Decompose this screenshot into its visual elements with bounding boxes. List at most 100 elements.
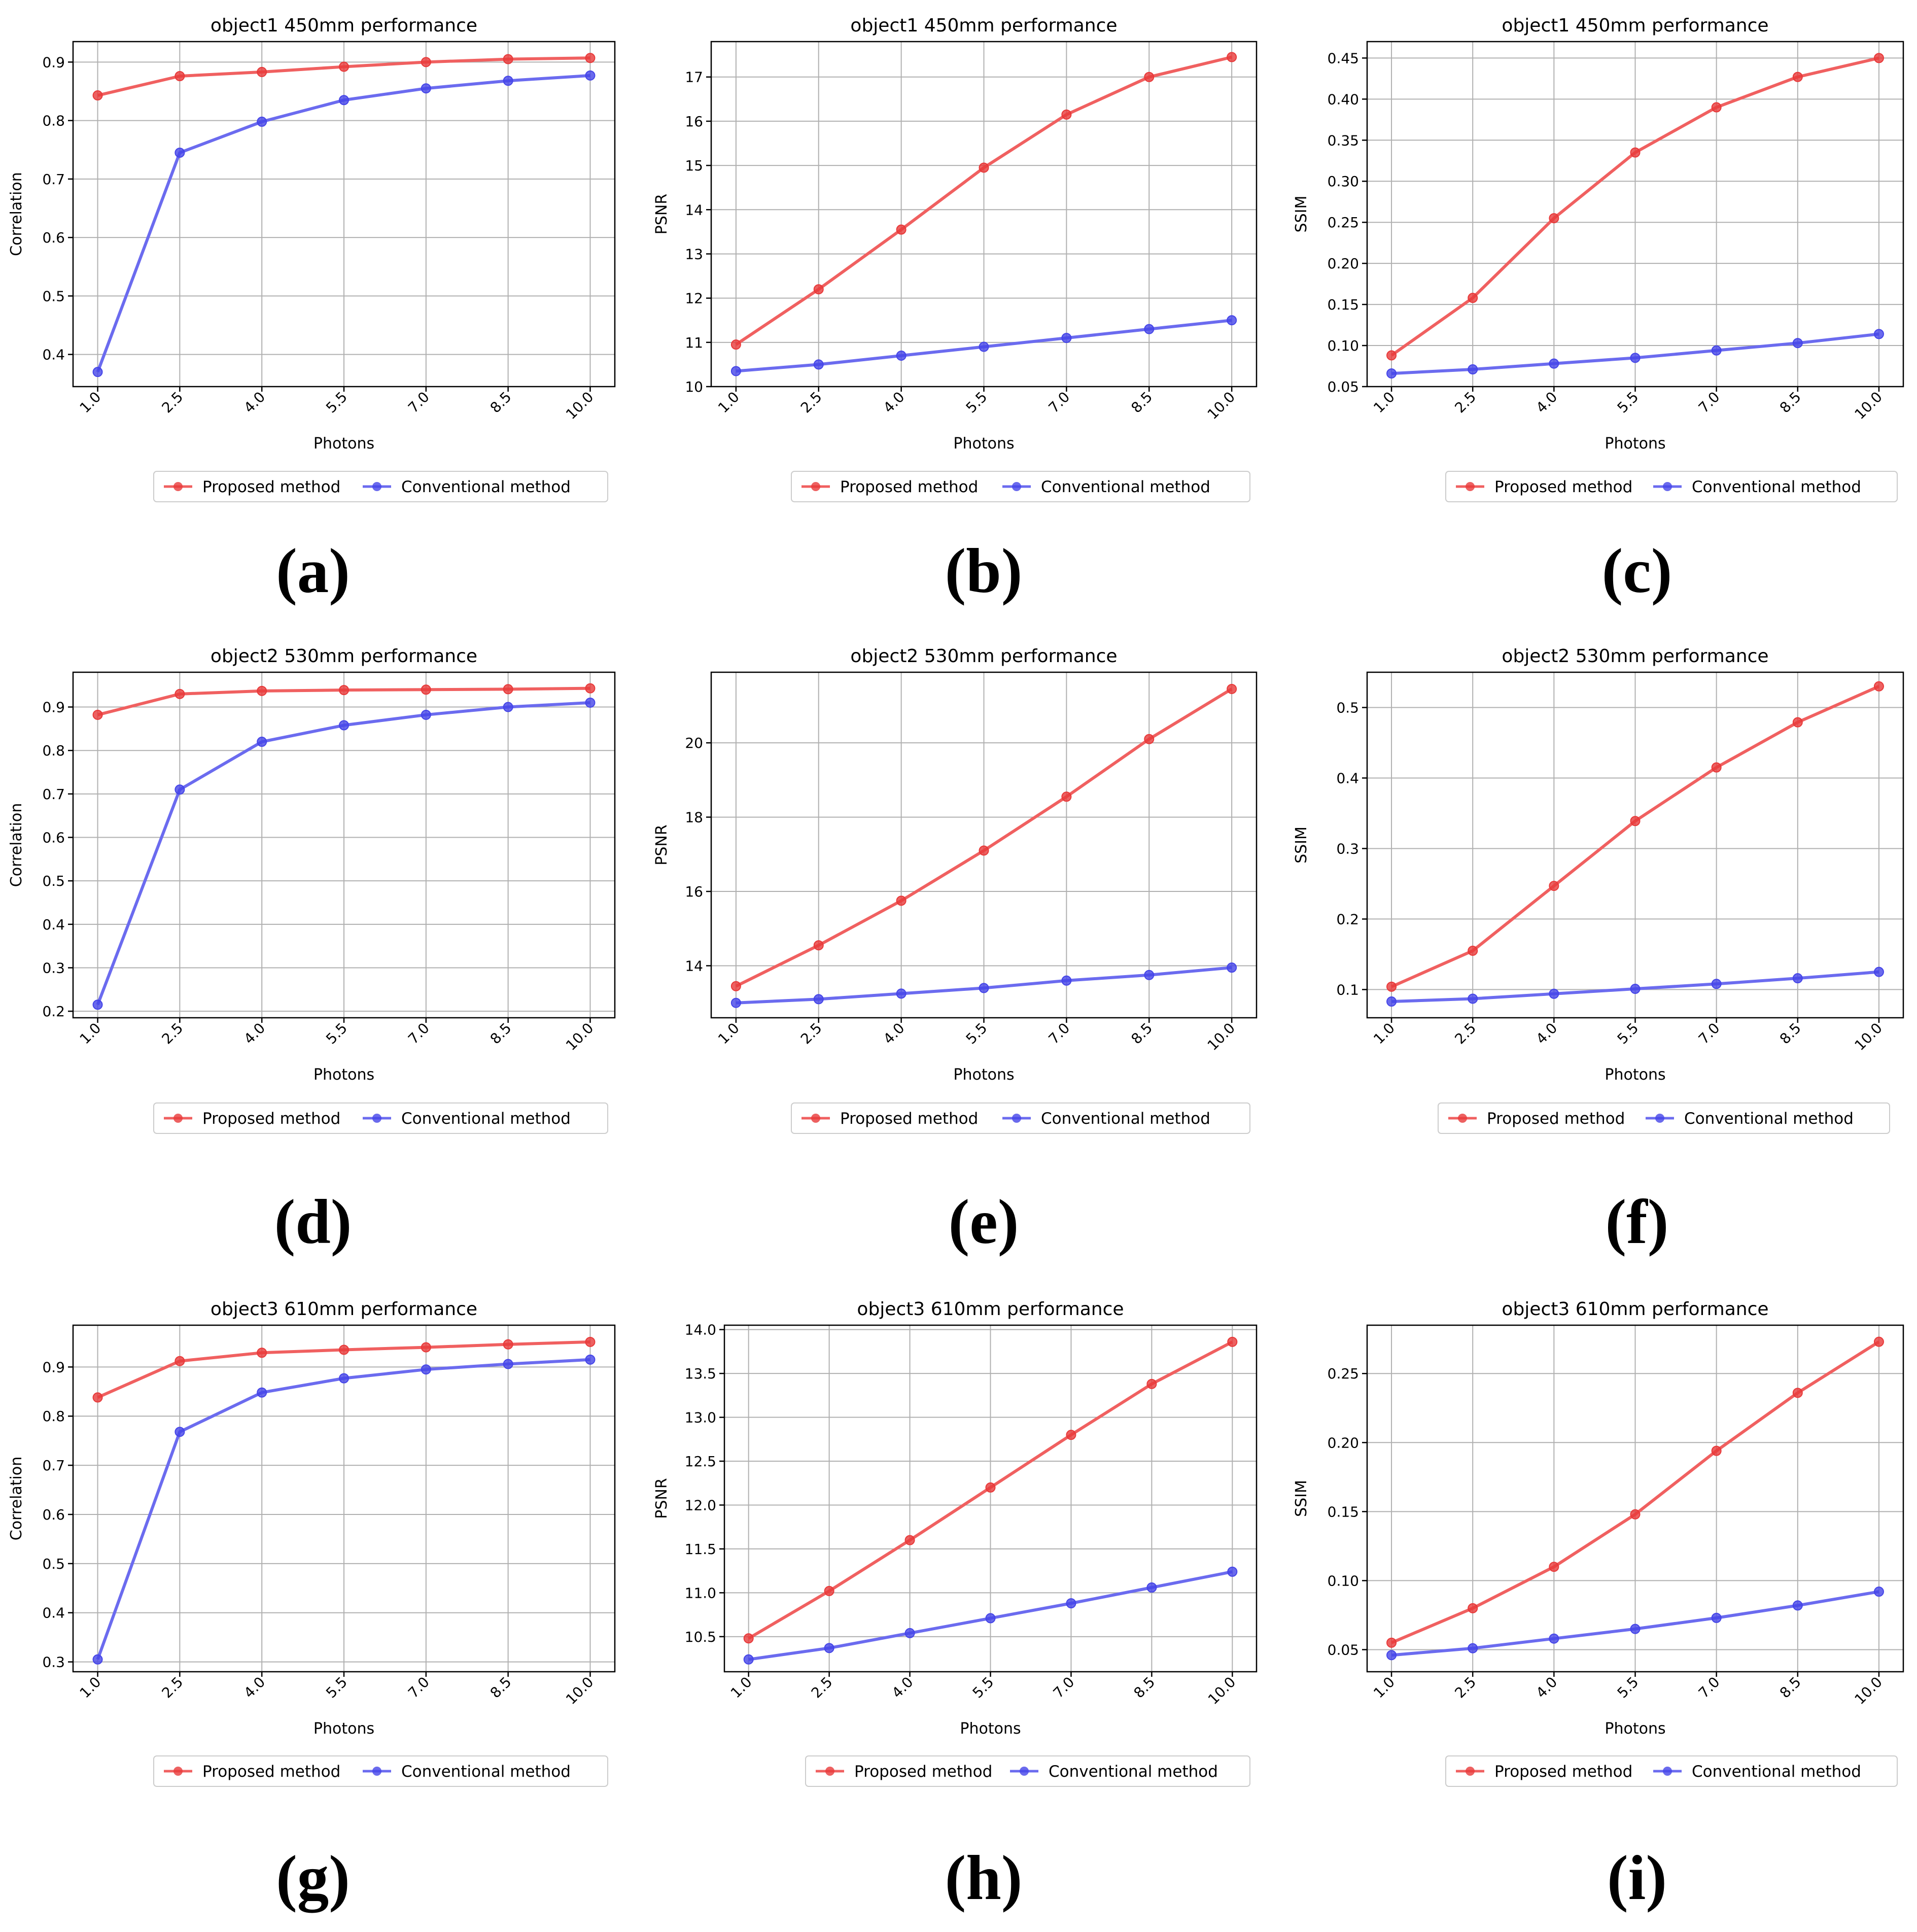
conventional-data-point: [1792, 338, 1803, 349]
conventional-data-point: [175, 1427, 185, 1437]
legend: Proposed method Conventional method: [153, 471, 608, 502]
proposed-data-point: [257, 1348, 267, 1358]
conventional-data-point: [813, 994, 824, 1005]
proposed-data-point: [1792, 1388, 1803, 1398]
legend-proposed-label: Proposed method: [854, 1763, 992, 1781]
x-tick-label: 10.0: [563, 389, 597, 423]
conventional-data-point: [1549, 988, 1559, 999]
x-axis-label: Photons: [953, 435, 1014, 453]
legend-proposed-marker: [173, 1114, 183, 1123]
conventional-data-point: [1792, 1600, 1803, 1611]
proposed-data-point: [1061, 109, 1072, 120]
conventional-data-point: [92, 999, 103, 1010]
panel-label: (i): [1607, 1843, 1667, 1913]
y-tick-label: 0.25: [1328, 214, 1359, 231]
conventional-data-point: [339, 95, 349, 106]
proposed-data-point: [985, 1482, 996, 1493]
proposed-data-point: [175, 688, 185, 699]
chart-title: object2 530mm performance: [211, 646, 477, 667]
legend-conventional-marker: [1655, 1114, 1664, 1123]
x-axis-label: Photons: [313, 435, 374, 453]
x-tick-label: 2.5: [158, 389, 186, 417]
conventional-data-point: [257, 737, 267, 747]
y-tick-label: 0.6: [42, 1506, 65, 1523]
proposed-data-point: [1468, 293, 1478, 303]
x-tick-label: 5.5: [969, 1674, 997, 1702]
proposed-data-point: [824, 1585, 834, 1596]
x-tick-label: 8.5: [1776, 1020, 1804, 1048]
y-tick-label: 14.0: [685, 1322, 716, 1338]
conventional-data-point: [1468, 364, 1478, 374]
legend: Proposed method Conventional method: [791, 471, 1250, 502]
x-tick-label: 2.5: [1451, 389, 1479, 417]
x-tick-label: 7.0: [1695, 1674, 1723, 1702]
x-axis-label: Photons: [313, 1066, 374, 1084]
conventional-data-point: [979, 341, 989, 352]
proposed-data-point: [175, 1356, 185, 1366]
proposed-data-point: [585, 683, 596, 694]
x-tick-label: 1.0: [1370, 1020, 1398, 1048]
legend-proposed-marker: [1466, 1767, 1475, 1776]
proposed-data-point: [1549, 1562, 1559, 1572]
panel-label: (h): [945, 1843, 1023, 1913]
legend-proposed-label: Proposed method: [1487, 1110, 1625, 1128]
x-tick-label: 1.0: [1370, 1674, 1398, 1702]
chart-title: object1 450mm performance: [850, 15, 1117, 36]
conventional-data-point: [896, 988, 907, 999]
panel-label: (d): [274, 1187, 352, 1257]
x-tick-label: 5.5: [323, 1674, 351, 1702]
y-axis-label: Correlation: [8, 1457, 25, 1540]
y-tick-label: 0.4: [42, 347, 65, 363]
x-tick-label: 10.0: [1851, 1020, 1885, 1054]
y-axis-label: SSIM: [1293, 826, 1310, 864]
legend: Proposed method Conventional method: [153, 1755, 608, 1787]
proposed-data-point: [1549, 881, 1559, 891]
legend-conventional-marker: [1012, 1114, 1021, 1123]
y-axis-label: SSIM: [1293, 196, 1310, 233]
x-tick-label: 4.0: [240, 389, 268, 417]
conventional-data-point: [421, 1364, 431, 1375]
y-tick-label: 13.5: [685, 1365, 716, 1382]
proposed-data-point: [339, 685, 349, 696]
legend-conventional-marker: [372, 482, 381, 491]
proposed-data-point: [92, 709, 103, 720]
y-tick-label: 0.25: [1328, 1365, 1359, 1382]
x-tick-label: 1.0: [77, 1020, 104, 1048]
x-tick-label: 7.0: [1695, 389, 1723, 417]
conventional-data-point: [730, 366, 741, 376]
x-tick-label: 1.0: [715, 389, 743, 417]
conventional-data-point: [503, 76, 513, 86]
y-axis-label: SSIM: [1293, 1480, 1310, 1517]
x-tick-label: 10.0: [1851, 1674, 1885, 1708]
y-tick-label: 0.5: [1336, 699, 1359, 716]
x-tick-label: 8.5: [1128, 389, 1156, 417]
proposed-data-point: [979, 162, 989, 173]
proposed-data-point: [979, 845, 989, 856]
y-axis-label: PSNR: [653, 1478, 671, 1519]
chart-panel-g: 0.3 0.4 0.5 0.6 0.7 0.8 0.9 1.0 2.5 4.0 5.5 7.0 8.5 1…: [8, 1299, 616, 1913]
proposed-data-point: [730, 981, 741, 991]
legend-proposed-marker: [811, 482, 820, 491]
x-tick-label: 10.0: [1204, 1020, 1238, 1054]
proposed-data-point: [339, 1344, 349, 1355]
proposed-data-point: [730, 339, 741, 350]
chart-title: object2 530mm performance: [850, 646, 1117, 667]
y-tick-label: 0.40: [1328, 91, 1359, 108]
chart-panel-c: 0.05 0.10 0.15 0.20 0.25 0.30 0.35 0.40 0.45 1.0 2…: [1293, 15, 1904, 606]
y-tick-label: 0.2: [1336, 911, 1359, 927]
x-tick-label: 2.5: [1451, 1674, 1479, 1702]
conventional-data-point: [896, 350, 907, 361]
conventional-data-point: [1386, 1650, 1397, 1661]
legend-conventional-marker: [1020, 1767, 1029, 1776]
x-tick-label: 2.5: [158, 1020, 186, 1048]
proposed-data-point: [1468, 945, 1478, 956]
y-tick-label: 0.8: [42, 1408, 65, 1425]
conventional-data-point: [92, 1654, 103, 1665]
chart-title: object3 610mm performance: [857, 1299, 1124, 1320]
y-tick-label: 0.5: [42, 873, 65, 889]
legend-conventional-label: Conventional method: [1684, 1110, 1854, 1128]
y-axis-label: PSNR: [653, 824, 671, 865]
proposed-data-point: [1061, 791, 1072, 802]
conventional-data-point: [175, 784, 185, 795]
y-tick-label: 0.30: [1328, 173, 1359, 190]
